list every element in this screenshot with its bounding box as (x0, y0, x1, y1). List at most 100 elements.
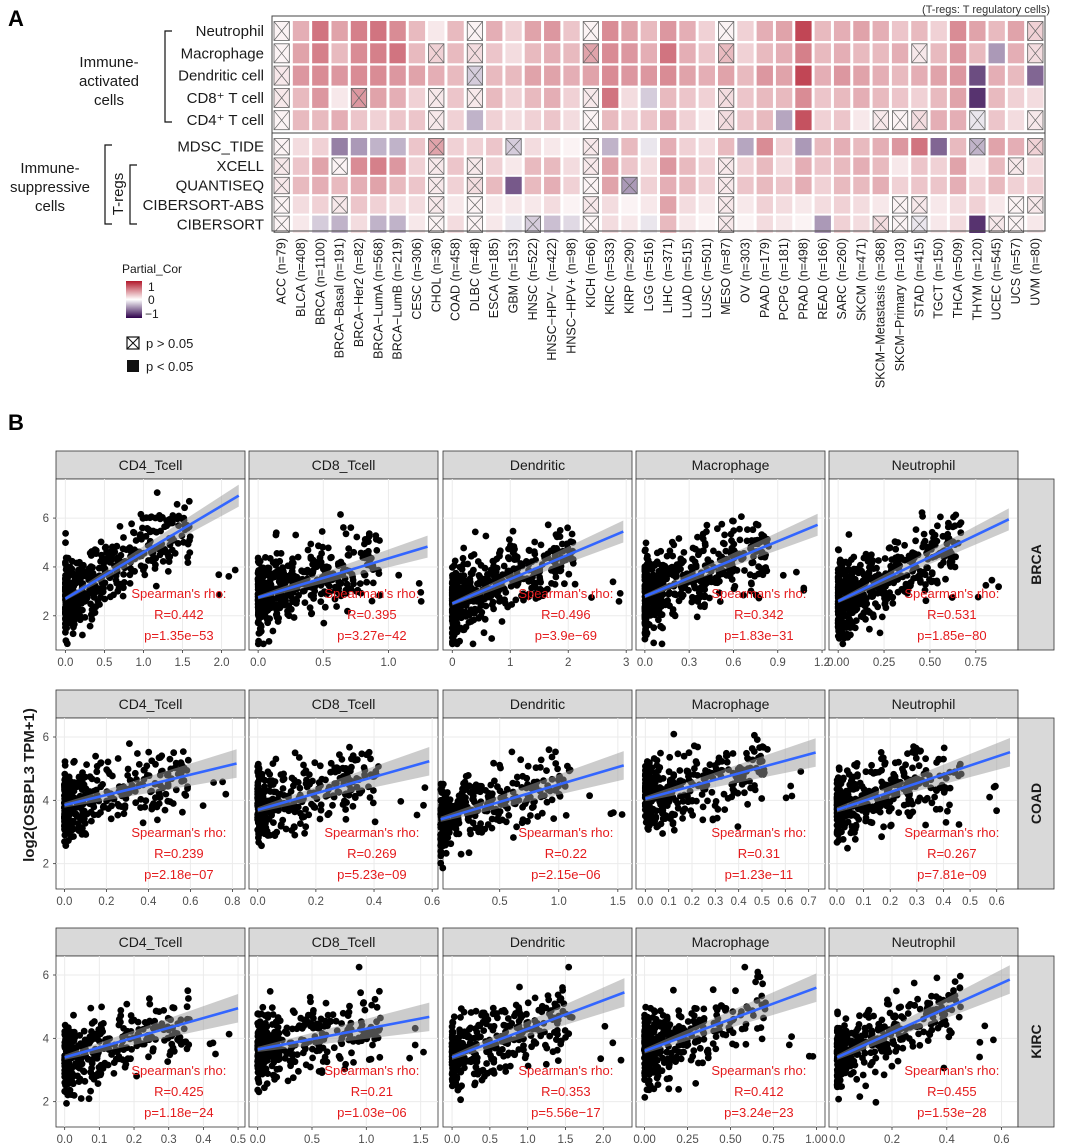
data-point (344, 607, 351, 615)
heatmap-cell-9-11 (486, 215, 503, 233)
data-point (369, 799, 377, 807)
heatmap-cell-6-21 (679, 157, 696, 175)
y-tick-label: 2 (43, 611, 49, 623)
facet-strip (635, 450, 826, 480)
data-point (556, 567, 564, 575)
data-point (184, 553, 192, 561)
data-point (469, 792, 477, 800)
heatmap-cell-8-18 (621, 196, 638, 214)
heatmap-cell-5-27 (795, 138, 812, 156)
data-point (728, 544, 736, 552)
heatmap-cell-4-16 (582, 110, 600, 131)
heatmap-cell-8-25 (756, 196, 773, 214)
data-point (119, 545, 127, 553)
heatmap-cell-8-9 (447, 196, 464, 214)
data-point (70, 597, 78, 605)
data-point (437, 786, 445, 793)
heatmap-cell-1-11 (486, 43, 503, 64)
data-point (508, 748, 516, 756)
data-point (320, 619, 328, 627)
x-tick-label: 0.0 (637, 657, 653, 669)
data-point (648, 813, 655, 820)
heatmap-cell-9-5 (370, 215, 387, 233)
heatmap-cell-3-32 (891, 87, 909, 108)
spearman-title: Spearman's rho: (518, 586, 613, 601)
heatmap-cell-6-30 (853, 157, 870, 175)
data-point (687, 807, 695, 815)
heatmap-cell-3-2 (312, 87, 329, 108)
data-point (254, 760, 262, 768)
heatmap-cell-7-6 (389, 176, 406, 195)
x-tick-label: 0 (449, 657, 455, 669)
data-point (342, 806, 349, 813)
data-point (123, 1000, 131, 1008)
data-point (119, 592, 127, 600)
heatmap-cell-8-17 (602, 196, 619, 214)
column-label-cesc-n-306: CESC (n=306) (410, 238, 424, 320)
data-point (339, 764, 347, 772)
heatmap-cell-1-38 (1007, 43, 1025, 64)
x-tick-label: 0.2 (126, 1134, 142, 1143)
data-point (537, 756, 545, 764)
data-point (922, 581, 929, 588)
data-point (62, 530, 69, 537)
data-point (184, 559, 192, 566)
data-point (134, 750, 141, 757)
heatmap-cell-9-25 (756, 215, 773, 233)
data-point (988, 576, 996, 584)
data-point (255, 608, 262, 616)
data-point (679, 808, 687, 816)
data-point (657, 570, 664, 578)
data-point (421, 784, 429, 791)
data-point (568, 530, 576, 538)
data-point (65, 1046, 73, 1054)
heatmap-cell-9-22 (698, 215, 715, 233)
data-point (309, 802, 317, 810)
column-label-hnsc-hpv-n-422: HNSC−HPV− (n=422) (545, 238, 559, 361)
group-label-tregs: T-regs (110, 173, 127, 216)
heatmap-cell-8-24 (737, 196, 754, 214)
heatmap-cell-0-22 (698, 21, 715, 41)
data-point (93, 768, 101, 776)
data-point (121, 1063, 129, 1071)
heatmap-cell-5-26 (775, 138, 793, 156)
data-point (264, 768, 272, 776)
heatmap-cell-7-33 (911, 176, 928, 195)
heatmap-cell-1-8 (428, 43, 445, 64)
facet-strip (55, 689, 246, 719)
data-point (503, 785, 511, 793)
data-point (644, 824, 652, 832)
data-point (915, 762, 923, 770)
data-point (736, 536, 744, 544)
heatmap-cell-5-8 (428, 138, 445, 156)
heatmap-cell-7-23 (717, 176, 735, 195)
group-label-activated: Immune- activated cells (79, 54, 139, 109)
heatmap-cell-5-31 (872, 138, 889, 156)
heatmap-cell-7-26 (775, 176, 793, 195)
column-label-ov-n-303: OV (n=303) (738, 238, 752, 303)
panel-b-letter: B (8, 410, 24, 435)
heatmap-cell-5-17 (602, 138, 619, 156)
data-point (180, 538, 188, 546)
data-point (72, 810, 80, 818)
heatmap-cell-9-34 (930, 215, 947, 233)
data-point (277, 771, 285, 778)
legend-ns-label: p > 0.05 (146, 336, 193, 351)
data-point (862, 810, 870, 817)
data-point (843, 767, 851, 774)
row-label-cibersort-abs: CIBERSORT-ABS (143, 197, 264, 214)
data-point (61, 1027, 69, 1035)
data-point (921, 586, 929, 594)
data-point (354, 586, 362, 594)
heatmap-cell-2-33 (911, 65, 928, 86)
data-point (76, 558, 83, 566)
heatmap-cell-2-17 (602, 65, 619, 86)
heatmap-cell-7-8 (428, 176, 445, 195)
data-point (254, 554, 262, 562)
data-point (349, 802, 357, 810)
data-point (454, 583, 461, 591)
data-point (844, 844, 851, 852)
heatmap-cell-3-3 (331, 87, 348, 108)
heatmap-cell-9-7 (408, 215, 426, 233)
